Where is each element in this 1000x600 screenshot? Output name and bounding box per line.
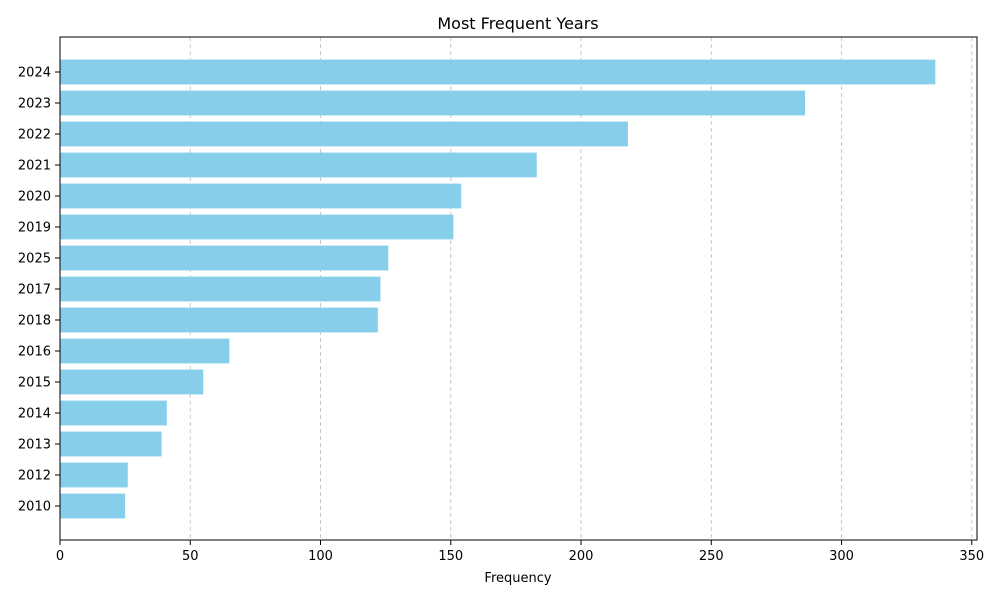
y-tick-label: 2018 — [18, 314, 51, 329]
x-tick-label: 200 — [569, 549, 594, 564]
bar-2021 — [60, 152, 537, 178]
bar-2010 — [60, 493, 126, 519]
y-tick-label: 2017 — [18, 283, 51, 298]
bar-2025 — [60, 245, 389, 271]
bar-2019 — [60, 214, 454, 240]
y-tick-label: 2022 — [18, 128, 51, 143]
bar-2020 — [60, 183, 462, 209]
x-tick-label: 100 — [308, 549, 333, 564]
bar-2023 — [60, 90, 806, 116]
y-tick-label: 2019 — [18, 221, 51, 236]
bar-2022 — [60, 121, 628, 147]
bar-2015 — [60, 369, 204, 395]
y-tick-label: 2015 — [18, 376, 51, 391]
bar-2018 — [60, 307, 378, 333]
y-tick-label: 2014 — [18, 407, 51, 422]
x-tick-label: 150 — [438, 549, 463, 564]
bar-2016 — [60, 338, 230, 364]
y-tick-label: 2023 — [18, 97, 51, 112]
y-tick-label: 2013 — [18, 438, 51, 453]
y-tick-label: 2024 — [18, 66, 51, 81]
x-tick-label: 350 — [959, 549, 984, 564]
x-tick-label: 0 — [56, 549, 64, 564]
y-tick-label: 2020 — [18, 190, 51, 205]
y-tick-label: 2021 — [18, 159, 51, 174]
bar-2024 — [60, 59, 936, 85]
x-tick-label: 300 — [829, 549, 854, 564]
bar-2012 — [60, 462, 128, 488]
x-axis-label: Frequency — [484, 571, 551, 586]
y-tick-label: 2010 — [18, 500, 51, 515]
bar-2014 — [60, 400, 167, 426]
y-axis-ticks: 2024 2023 2022 2021 2020 2019 2025 2017 2018 2016… — [18, 66, 60, 515]
bar-2013 — [60, 431, 162, 457]
chart-title: Most Frequent Years — [437, 14, 598, 33]
y-tick-label: 2012 — [18, 469, 51, 484]
x-tick-label: 50 — [182, 549, 199, 564]
bar-2017 — [60, 276, 381, 302]
y-tick-label: 2016 — [18, 345, 51, 360]
y-tick-label: 2025 — [18, 252, 51, 267]
bars — [60, 59, 936, 519]
x-axis-ticks: 0 50 100 150 200 250 300 350 — [56, 540, 984, 564]
x-tick-label: 250 — [699, 549, 724, 564]
